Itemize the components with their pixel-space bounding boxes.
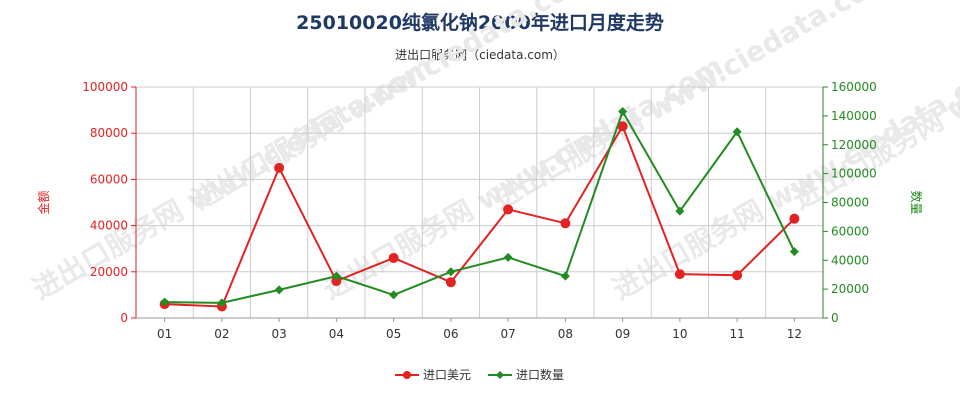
left-tick-label: 80000 bbox=[90, 126, 128, 140]
x-tick-label: 03 bbox=[271, 327, 286, 341]
x-tick-label: 07 bbox=[500, 327, 515, 341]
legend-label-1: 进口美元 bbox=[423, 368, 471, 382]
series-point-2 bbox=[274, 285, 284, 295]
x-tick-label: 09 bbox=[615, 327, 630, 341]
series-point-2 bbox=[560, 271, 570, 281]
series-point-1 bbox=[617, 121, 628, 132]
left-tick-label: 20000 bbox=[90, 265, 128, 279]
right-tick-label: 140000 bbox=[831, 109, 877, 123]
series-point-1 bbox=[331, 276, 342, 287]
x-tick-label: 02 bbox=[214, 327, 229, 341]
series-point-2 bbox=[331, 271, 341, 281]
series-line-1 bbox=[164, 123, 796, 308]
x-tick-label: 10 bbox=[672, 327, 687, 341]
chart-subtitle: 进出口服务网（ciedata.com） bbox=[395, 48, 565, 62]
series-point-2 bbox=[217, 298, 227, 308]
left-tick-label: 40000 bbox=[90, 219, 128, 233]
x-tick-label: 11 bbox=[729, 327, 744, 341]
left-tick-label: 100000 bbox=[82, 80, 128, 94]
left-tick-label: 0 bbox=[120, 311, 128, 325]
right-tick-label: 160000 bbox=[831, 80, 877, 94]
left-tick-label: 60000 bbox=[90, 172, 128, 186]
legend-marker-2 bbox=[496, 371, 504, 379]
right-axis-title: 数量 bbox=[909, 190, 924, 214]
right-tick-label: 60000 bbox=[831, 224, 869, 238]
x-tick-label: 08 bbox=[558, 327, 573, 341]
x-tick-label: 01 bbox=[157, 327, 172, 341]
series-point-2 bbox=[675, 206, 685, 216]
x-tick-label: 04 bbox=[329, 327, 344, 341]
right-tick-label: 100000 bbox=[831, 167, 877, 181]
series-point-2 bbox=[389, 290, 399, 300]
series-line-2 bbox=[164, 109, 796, 304]
legend-label-2: 进口数量 bbox=[516, 367, 564, 382]
chart-title: 25010020纯氯化钠2000年进口月度走势 bbox=[296, 12, 664, 34]
x-tick-label: 06 bbox=[443, 327, 458, 341]
series-point-1 bbox=[789, 213, 800, 224]
series-point-1 bbox=[560, 218, 571, 229]
right-tick-label: 80000 bbox=[831, 196, 869, 210]
right-tick-label: 120000 bbox=[831, 138, 877, 152]
x-tick-label: 12 bbox=[787, 327, 802, 341]
series-point-2 bbox=[732, 127, 742, 137]
series-point-1 bbox=[732, 270, 743, 281]
series-point-1 bbox=[388, 252, 399, 263]
series-point-2 bbox=[160, 297, 170, 307]
series-point-1 bbox=[274, 162, 285, 173]
legend-marker-1 bbox=[403, 371, 411, 379]
series-point-2 bbox=[618, 107, 628, 117]
series-point-2 bbox=[446, 267, 456, 277]
series-point-2 bbox=[789, 247, 799, 257]
right-tick-label: 20000 bbox=[831, 282, 869, 296]
series-point-2 bbox=[503, 252, 513, 262]
series-point-1 bbox=[674, 269, 685, 280]
left-axis-title: 金额 bbox=[36, 190, 51, 214]
series-point-1 bbox=[445, 277, 456, 288]
right-tick-label: 0 bbox=[831, 311, 839, 325]
x-tick-label: 05 bbox=[386, 327, 401, 341]
series-point-1 bbox=[503, 204, 514, 215]
right-tick-label: 40000 bbox=[831, 253, 869, 267]
